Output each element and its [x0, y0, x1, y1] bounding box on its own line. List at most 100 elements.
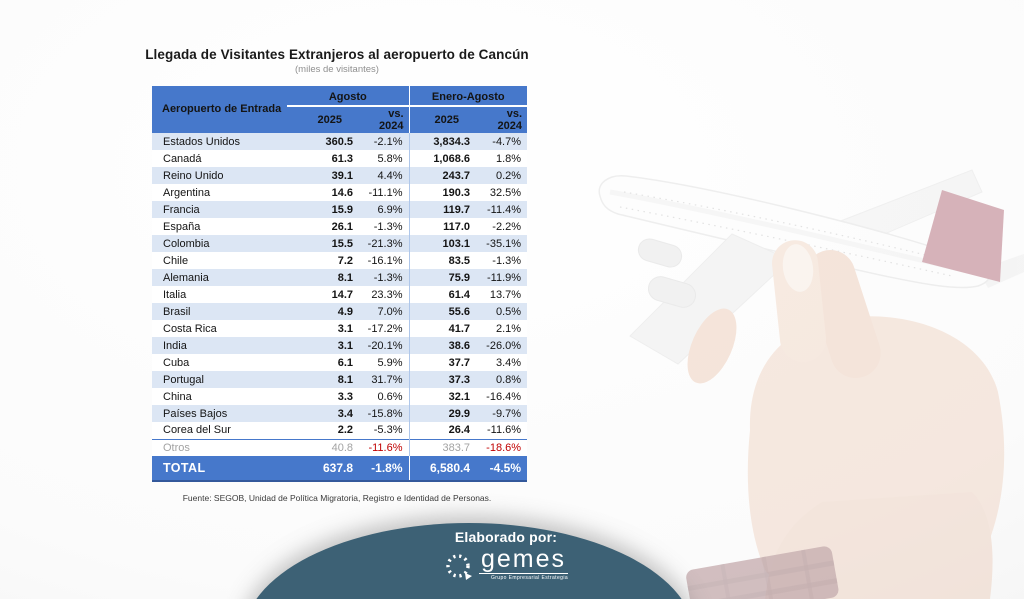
pct-cell: -1.8%: [358, 456, 410, 483]
value-cell: 15.5: [287, 235, 358, 253]
dotted-circle-icon: [446, 554, 472, 580]
value-cell: 2.2: [287, 422, 358, 440]
pct-cell: 4.4%: [358, 167, 410, 185]
pct-cell: 0.5%: [475, 303, 528, 321]
value-cell: 75.9: [408, 269, 476, 287]
value-cell: 41.7: [408, 320, 476, 338]
value-cell: 32.1: [408, 388, 476, 406]
pct-cell: -11.1%: [358, 184, 410, 202]
airport-name-cell: Alemania: [152, 269, 287, 287]
pct-cell: 0.6%: [358, 388, 410, 406]
table-body: Estados Unidos 360.5 -2.1% 3,834.3 -4.7% Cana…: [152, 133, 528, 483]
value-cell: 14.6: [287, 184, 358, 202]
value-cell: 26.1: [287, 218, 358, 236]
pct-cell: -16.4%: [475, 388, 528, 406]
value-cell: 7.2: [287, 252, 358, 270]
value-cell: 8.1: [287, 371, 358, 389]
pct-cell: 1.8%: [475, 150, 528, 168]
header-cell-ea-vs-2024: vs. 2024: [475, 106, 528, 134]
airport-name-cell: Portugal: [152, 371, 287, 389]
page-title: Llegada de Visitantes Extranjeros al aer…: [145, 47, 529, 62]
gemes-logo: gemes Grupo Empresarial Estrategia: [390, 547, 622, 582]
value-cell: 119.7: [408, 201, 476, 219]
header-cell-ea-2025: 2025: [408, 106, 476, 134]
pct-cell: -1.3%: [358, 218, 410, 236]
airport-name-cell: España: [152, 218, 287, 236]
table-header: Aeropuerto de Entrada Agosto Enero-Agost…: [152, 86, 528, 134]
value-cell: 40.8: [287, 438, 358, 457]
pct-cell: -9.7%: [475, 405, 528, 423]
value-cell: 61.4: [408, 286, 476, 304]
table-row: Canadá 61.3 5.8% 1,068.6 1.8%: [152, 150, 528, 168]
table-row: China 3.3 0.6% 32.1 -16.4%: [152, 388, 528, 406]
pct-cell: -4.5%: [475, 456, 528, 483]
table-row: Argentina 14.6 -11.1% 190.3 32.5%: [152, 184, 528, 202]
page-subtitle: (miles de visitantes): [295, 64, 379, 75]
table-row: India 3.1 -20.1% 38.6 -26.0%: [152, 337, 528, 355]
airport-name-cell: Argentina: [152, 184, 287, 202]
pct-cell: -16.1%: [358, 252, 410, 270]
pct-cell: 3.4%: [475, 354, 528, 372]
header-cell-airport: Aeropuerto de Entrada: [152, 86, 287, 134]
table-row: TOTAL 637.8 -1.8% 6,580.4 -4.5%: [152, 456, 528, 483]
pct-cell: -15.8%: [358, 405, 410, 423]
pct-cell: -1.3%: [358, 269, 410, 287]
table-row: Otros 40.8 -11.6% 383.7 -18.6%: [152, 438, 528, 457]
table-row: Colombia 15.5 -21.3% 103.1 -35.1%: [152, 235, 528, 253]
pct-cell: -5.3%: [358, 422, 410, 440]
header-group-agosto: Agosto: [287, 86, 410, 107]
table-row: Estados Unidos 360.5 -2.1% 3,834.3 -4.7%: [152, 133, 528, 151]
header-cell-agosto-2025: 2025: [287, 106, 358, 134]
airport-name-cell: Reino Unido: [152, 167, 287, 185]
table-row: Reino Unido 39.1 4.4% 243.7 0.2%: [152, 167, 528, 185]
value-cell: 39.1: [287, 167, 358, 185]
table-row: Costa Rica 3.1 -17.2% 41.7 2.1%: [152, 320, 528, 338]
airport-name-cell: Italia: [152, 286, 287, 304]
value-cell: 3.1: [287, 337, 358, 355]
value-cell: 190.3: [408, 184, 476, 202]
pct-cell: 23.3%: [358, 286, 410, 304]
visitors-table: Aeropuerto de Entrada Agosto Enero-Agost…: [152, 86, 528, 483]
value-cell: 15.9: [287, 201, 358, 219]
airport-name-cell: India: [152, 337, 287, 355]
value-cell: 61.3: [287, 150, 358, 168]
plaid-cuff: [686, 546, 839, 599]
airport-name-cell: Chile: [152, 252, 287, 270]
pct-cell: -11.6%: [475, 422, 528, 440]
table-row: Brasil 4.9 7.0% 55.6 0.5%: [152, 303, 528, 321]
pct-cell: 2.1%: [475, 320, 528, 338]
value-cell: 55.6: [408, 303, 476, 321]
value-cell: 360.5: [287, 133, 358, 151]
value-cell: 1,068.6: [408, 150, 476, 168]
value-cell: 38.6: [408, 337, 476, 355]
pct-cell: -4.7%: [475, 133, 528, 151]
airplane-tail-fin: [922, 190, 1004, 282]
pct-cell: 13.7%: [475, 286, 528, 304]
value-cell: 37.3: [408, 371, 476, 389]
header-group-enero-agosto: Enero-Agosto: [408, 86, 528, 107]
value-cell: 117.0: [408, 218, 476, 236]
table-row: Alemania 8.1 -1.3% 75.9 -11.9%: [152, 269, 528, 287]
table-row: Países Bajos 3.4 -15.8% 29.9 -9.7%: [152, 405, 528, 423]
pct-cell: 0.2%: [475, 167, 528, 185]
table-row: Francia 15.9 6.9% 119.7 -11.4%: [152, 201, 528, 219]
header-cell-agosto-vs-2024: vs. 2024: [358, 106, 410, 134]
value-cell: 383.7: [408, 438, 476, 457]
hand-middle-finger: [805, 250, 881, 378]
fingernail: [782, 244, 814, 292]
gemes-tagline: Grupo Empresarial Estrategia: [490, 575, 569, 582]
airport-name-cell: Costa Rica: [152, 320, 287, 338]
table-row: España 26.1 -1.3% 117.0 -2.2%: [152, 218, 528, 236]
value-cell: 26.4: [408, 422, 476, 440]
airport-name-cell: Corea del Sur: [152, 422, 287, 440]
airport-name-cell: Estados Unidos: [152, 133, 287, 151]
pct-cell: 6.9%: [358, 201, 410, 219]
pct-cell: 32.5%: [475, 184, 528, 202]
airport-name-cell: TOTAL: [152, 456, 287, 483]
pct-cell: 0.8%: [475, 371, 528, 389]
value-cell: 637.8: [287, 456, 358, 483]
table-row: Italia 14.7 23.3% 61.4 13.7%: [152, 286, 528, 304]
airplane-engine: [637, 238, 683, 268]
value-cell: 3.4: [287, 405, 358, 423]
